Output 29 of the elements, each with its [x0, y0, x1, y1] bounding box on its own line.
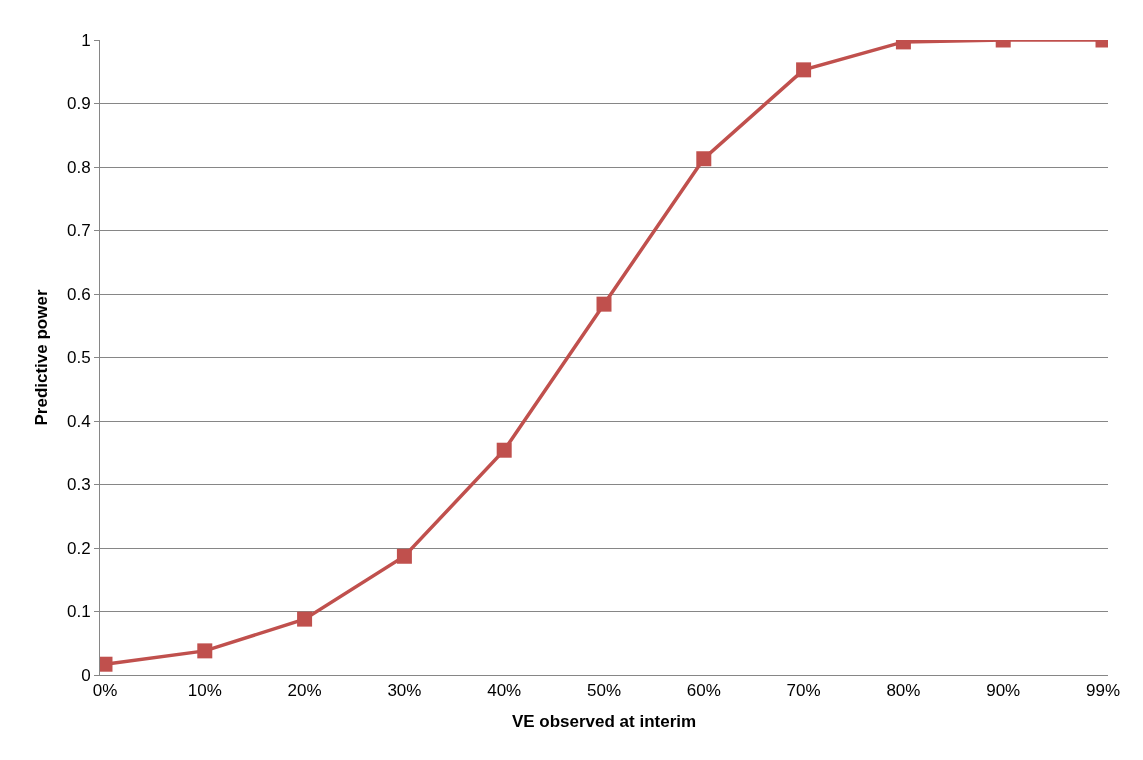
- y-tick-label: 0.7: [66, 221, 91, 241]
- x-tick-label: 80%: [886, 681, 921, 701]
- point: [297, 611, 313, 627]
- x-axis-title: VE observed at interim: [511, 711, 697, 731]
- x-tick-label: 30%: [387, 681, 422, 701]
- point: [496, 442, 512, 458]
- point: [396, 548, 412, 564]
- x-tick-label: 60%: [686, 681, 721, 701]
- x-tick-label: 20%: [287, 681, 322, 701]
- y-axis-title: Predictive power: [31, 289, 51, 426]
- y-tick-label: 0.6: [66, 284, 91, 304]
- x-tick-label: 40%: [487, 681, 522, 701]
- x-tick-label: 10%: [187, 681, 222, 701]
- x-tick-label: 90%: [986, 681, 1021, 701]
- x-tick-label: 70%: [786, 681, 821, 701]
- y-tick-label: 0.9: [66, 94, 91, 114]
- y-tick-label: 0.4: [66, 411, 91, 431]
- y-tick-label: 0.3: [66, 475, 91, 495]
- y-tick-label: 0.5: [66, 348, 91, 368]
- y-tick-label: 0: [81, 665, 91, 685]
- y-tick-label: 1: [81, 30, 91, 50]
- point: [596, 296, 612, 312]
- y-tick-label: 0.2: [66, 538, 91, 558]
- x-tick-label: 50%: [586, 681, 622, 701]
- y-tick-label: 0.8: [66, 157, 91, 177]
- x-tick-label: 99%: [1085, 681, 1121, 701]
- x-tick-label: 0%: [92, 681, 118, 701]
- point: [197, 643, 213, 659]
- y-tick-label: 0.1: [66, 602, 91, 622]
